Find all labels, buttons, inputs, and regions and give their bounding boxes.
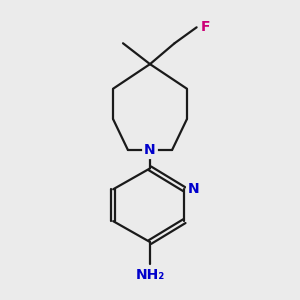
- Text: F: F: [200, 20, 210, 34]
- Text: N: N: [188, 182, 200, 196]
- Text: N: N: [144, 143, 156, 157]
- Text: NH₂: NH₂: [135, 268, 165, 282]
